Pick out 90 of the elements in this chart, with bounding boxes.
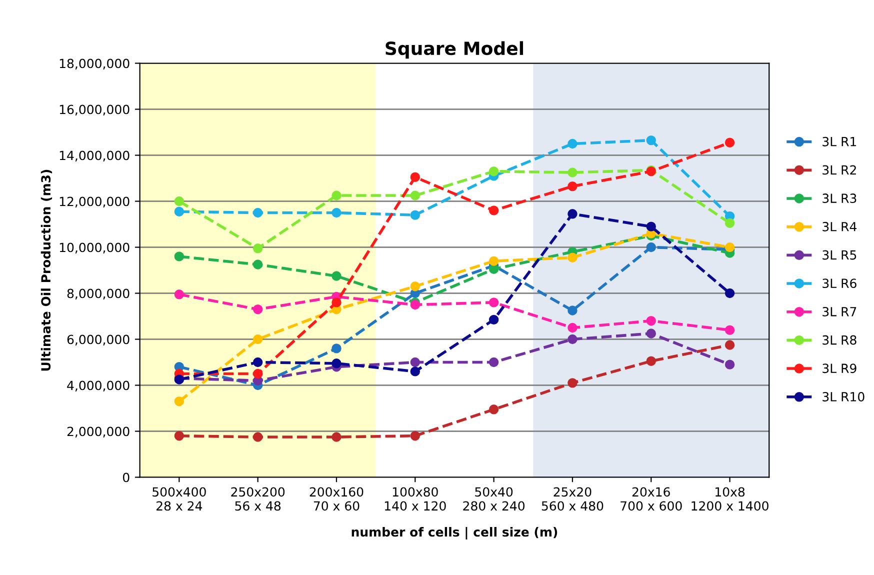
x-tick-label: 20x16 700 x 600 [620, 487, 682, 511]
x-tick-label: 500x400 28 x 24 [152, 487, 206, 511]
legend-label: 3L R1 [822, 136, 856, 146]
point [724, 242, 735, 252]
point [410, 210, 420, 220]
point [568, 252, 578, 262]
legend-label: 3L R8 [822, 335, 856, 345]
point [568, 181, 578, 192]
point [332, 298, 342, 308]
point [646, 222, 656, 232]
y-tick-label: 0 [122, 472, 130, 482]
x-tick-label: 10x8 1200 x 1400 [692, 487, 768, 511]
point [174, 430, 184, 441]
point [332, 271, 342, 281]
point [568, 322, 578, 333]
point [252, 260, 263, 270]
point [568, 168, 578, 178]
x-tick-label: 200x160 70 x 60 [310, 487, 364, 511]
point [332, 208, 342, 218]
point [252, 304, 263, 314]
point [174, 396, 184, 406]
y-tick-label: 12,000,000 [60, 196, 130, 208]
point [488, 404, 499, 414]
legend-label: 3L R2 [822, 165, 856, 175]
point [488, 298, 499, 308]
x-tick-label: 250x200 56 x 48 [231, 487, 285, 511]
point [410, 300, 420, 310]
point [488, 264, 499, 274]
legend-label: 3L R3 [822, 194, 856, 204]
point [252, 334, 263, 344]
y-tick-label: 2,000,000 [67, 426, 130, 438]
x-tick-label: 100x80 140 x 120 [384, 487, 446, 511]
y-tick-label: 14,000,000 [60, 150, 130, 162]
point [646, 356, 656, 366]
point [724, 218, 735, 228]
point [174, 206, 184, 216]
point [410, 190, 420, 200]
point [568, 378, 578, 388]
point [488, 357, 499, 368]
point [252, 208, 263, 218]
point [568, 138, 578, 149]
point [646, 135, 656, 146]
point [488, 314, 499, 325]
y-axis-title: Ultimate Oil Production (m3) [40, 170, 52, 371]
point [332, 358, 342, 368]
point [568, 306, 578, 316]
point [568, 334, 578, 344]
y-tick-label: 6,000,000 [67, 334, 130, 346]
point [252, 432, 263, 442]
x-tick-label: 25x20 560 x 480 [542, 487, 604, 511]
x-axis-title: number of cells | cell size (m) [352, 526, 558, 540]
point [252, 357, 263, 368]
point [646, 316, 656, 326]
legend-label: 3L R10 [822, 392, 864, 402]
point [252, 244, 263, 254]
legend-label: 3L R9 [822, 364, 856, 374]
x-tick-label: 50x40 280 x 240 [463, 487, 525, 511]
point [410, 172, 420, 182]
point [724, 360, 735, 370]
point [332, 344, 342, 354]
point [724, 288, 735, 298]
legend-label: 3L R7 [822, 306, 856, 316]
point [724, 340, 735, 350]
point [410, 281, 420, 292]
point [568, 209, 578, 219]
y-tick-label: 8,000,000 [67, 288, 130, 300]
y-tick-label: 16,000,000 [60, 104, 130, 116]
point [332, 190, 342, 200]
point [410, 357, 420, 368]
point [410, 366, 420, 376]
point [724, 138, 735, 148]
y-tick-label: 4,000,000 [67, 380, 130, 392]
point [252, 368, 263, 379]
point [174, 252, 184, 262]
y-tick-label: 18,000,000 [60, 58, 130, 70]
point [174, 196, 184, 206]
point [646, 328, 656, 338]
point [488, 256, 499, 266]
point [174, 290, 184, 300]
y-tick-label: 10,000,000 [60, 242, 130, 254]
legend-label: 3L R5 [822, 250, 856, 260]
point [332, 432, 342, 442]
legend-label: 3L R4 [822, 222, 856, 232]
point [724, 325, 735, 335]
point [488, 206, 499, 216]
chart-title: Square Model [386, 41, 524, 59]
legend-label: 3L R6 [822, 278, 856, 288]
point [646, 242, 656, 252]
point [410, 430, 420, 441]
point [488, 166, 499, 176]
